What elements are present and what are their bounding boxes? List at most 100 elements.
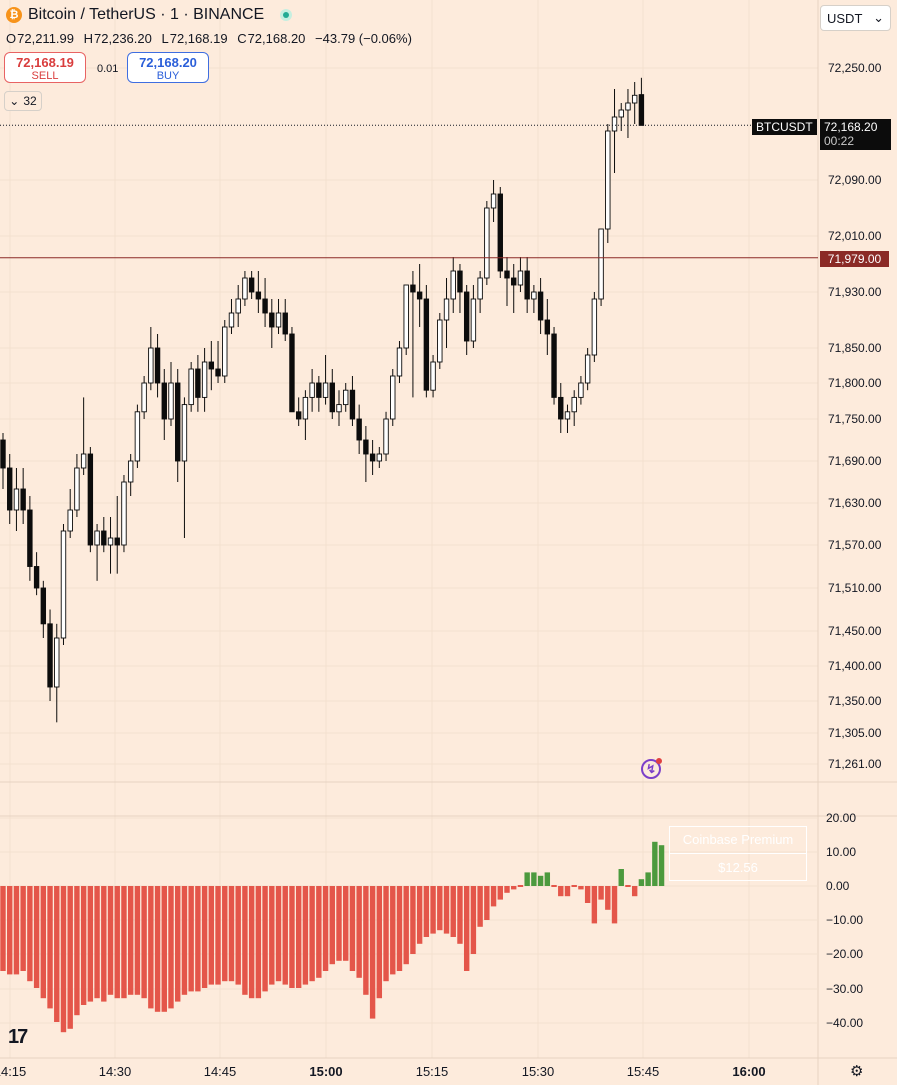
buy-label: BUY	[156, 70, 180, 82]
price-tick-label: 71,800.00	[828, 376, 882, 390]
indicator-legend: Coinbase Premium $12.56	[669, 826, 807, 881]
candle-body	[127, 460, 134, 483]
histogram-bar	[349, 886, 356, 971]
close-value: 72,168.20	[247, 31, 306, 46]
histogram-bar	[571, 885, 577, 887]
candle-body	[309, 382, 315, 398]
candle-body	[40, 587, 47, 625]
histogram-bar	[316, 886, 322, 978]
candle-body	[215, 368, 221, 377]
bitcoin-icon: ₿	[6, 7, 22, 23]
candle-body	[114, 537, 120, 546]
candle-body	[544, 319, 551, 335]
histogram-bar	[181, 886, 188, 995]
candle-body	[27, 509, 33, 567]
candle-body	[504, 270, 510, 279]
ohlc-readout: O72,211.99 H72,236.20 L72,168.19 C72,168…	[6, 31, 412, 46]
candle-body	[363, 439, 369, 455]
sell-button[interactable]: 72,168.19 SELL	[4, 52, 86, 83]
candle-body	[423, 298, 430, 391]
histogram-bar	[578, 886, 584, 890]
candle-body	[591, 298, 598, 356]
histogram-bar	[551, 885, 557, 887]
symbol-title[interactable]: Bitcoin / TetherUS · 1 · BINANCE	[28, 6, 265, 23]
histogram-bar	[275, 886, 282, 982]
indicators-toggle-button[interactable]: ⌄ 32	[4, 91, 42, 111]
histogram-bar	[33, 886, 40, 988]
histogram-bar	[598, 886, 604, 900]
candle-body	[376, 453, 383, 462]
high-label: H	[83, 31, 94, 46]
candle-body	[60, 530, 67, 639]
gear-icon[interactable]: ⚙	[850, 1063, 864, 1080]
histogram-bar	[7, 886, 13, 975]
histogram-bar	[87, 886, 94, 1002]
histogram-bar	[645, 872, 651, 886]
candle-body	[625, 102, 631, 111]
candle-body	[87, 453, 94, 546]
histogram-bar	[322, 886, 329, 971]
bar-countdown: 00:22	[824, 134, 855, 148]
candle-body	[336, 404, 342, 413]
buy-button[interactable]: 72,168.20 BUY	[127, 52, 209, 83]
histogram-bar	[369, 886, 376, 1019]
currency-select[interactable]: USDT ⌄	[820, 5, 891, 31]
candle-body	[537, 291, 544, 321]
histogram-bar	[356, 886, 362, 978]
candle-body	[322, 382, 329, 398]
histogram-bar	[584, 886, 591, 903]
histogram-bar	[638, 879, 645, 886]
histogram-bar	[67, 886, 73, 1029]
candle-body	[282, 312, 288, 335]
candle-body	[618, 109, 624, 118]
candle-body	[80, 453, 87, 469]
last-price-label: 72,168.20 00:22	[820, 119, 891, 150]
histogram-bar	[457, 886, 463, 944]
flash-icon[interactable]: ↯	[641, 758, 662, 779]
spread-value: 0.01	[97, 63, 119, 75]
candle-body	[74, 467, 80, 511]
time-tick-label: 15:00	[309, 1064, 342, 1079]
candle-body	[477, 277, 483, 300]
candle-body	[457, 270, 463, 293]
candle-body	[175, 382, 181, 462]
candle-body	[524, 270, 530, 300]
histogram-bar	[255, 886, 262, 999]
candle-body	[289, 333, 295, 413]
low-value: 72,168.19	[169, 31, 228, 46]
symbol-header[interactable]: ₿ Bitcoin / TetherUS · 1 · BINANCE	[6, 6, 293, 24]
candle-body	[208, 361, 215, 370]
indicator-title: Coinbase Premium	[670, 827, 806, 854]
histogram-bar	[40, 886, 47, 999]
histogram-bar	[74, 886, 80, 1016]
histogram-bar	[195, 886, 201, 992]
histogram-bar	[329, 886, 335, 965]
time-tick-label: 15:30	[522, 1064, 555, 1079]
histogram-bar	[605, 886, 611, 910]
histogram-bar	[450, 886, 456, 937]
candle-body	[33, 566, 40, 589]
candle-body	[134, 411, 141, 462]
histogram-bar	[215, 886, 221, 985]
histogram-bar	[470, 886, 477, 954]
histogram-bar	[524, 872, 530, 886]
tradingview-logo-icon[interactable]: 17	[8, 1026, 28, 1048]
histogram-bar	[0, 886, 6, 971]
chevron-down-icon: ⌄	[9, 94, 20, 108]
sell-label: SELL	[31, 70, 59, 82]
candle-body	[598, 228, 604, 300]
histogram-bar	[235, 886, 241, 985]
histogram-bar	[208, 886, 215, 985]
candle-body	[148, 347, 154, 384]
histogram-bar	[363, 886, 369, 995]
price-tick-label: 72,090.00	[828, 173, 882, 187]
candle-body	[470, 298, 477, 342]
histogram-bar	[27, 886, 33, 982]
candle-body	[168, 382, 174, 420]
candle-body	[430, 361, 436, 391]
histogram-bar	[168, 886, 174, 1009]
candle-body	[611, 116, 618, 132]
histogram-bar	[504, 886, 510, 893]
histogram-bar	[282, 886, 288, 985]
